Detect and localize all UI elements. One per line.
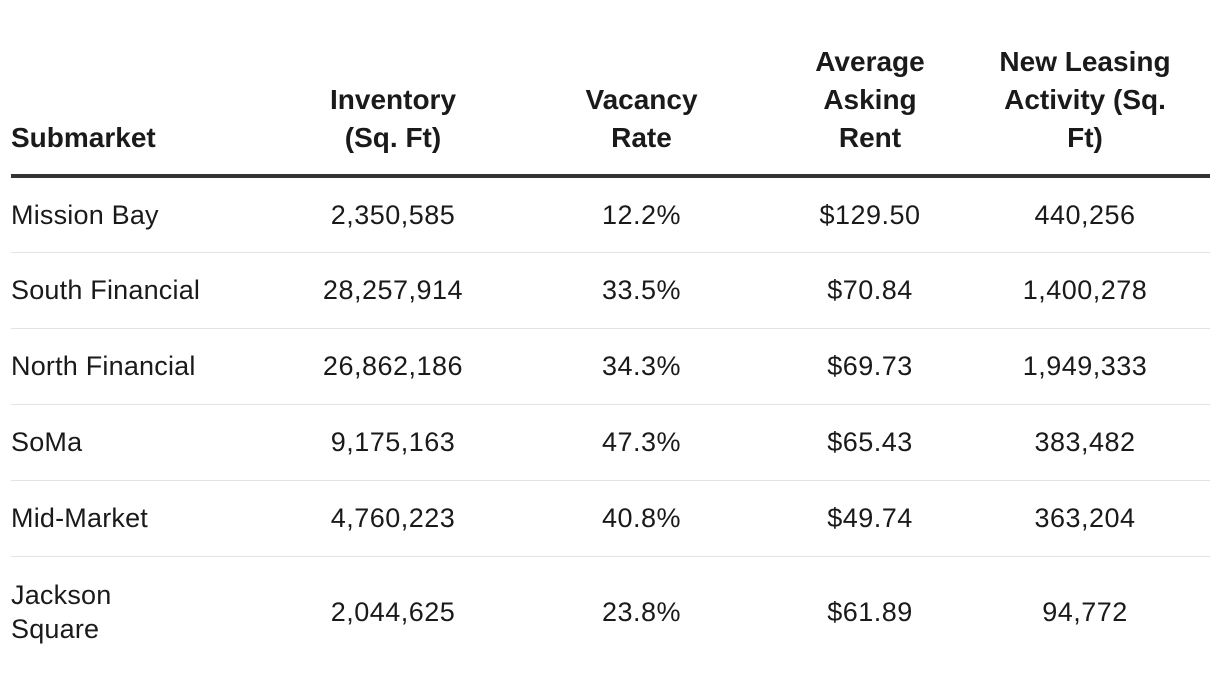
cell-inventory: 2,044,625	[330, 597, 456, 628]
cell-vacancy-rate: 33.5%	[503, 252, 780, 329]
cell-average-asking-rent: $129.50	[780, 176, 960, 253]
header-line: Inventory	[329, 84, 457, 115]
header-line: Rate	[611, 122, 672, 153]
cell-new-leasing-activity: 1,949,333	[960, 328, 1210, 405]
header-line: Asking	[823, 84, 917, 115]
header-row: Submarket Inventory (Sq. Ft) Vacancy Rat…	[11, 0, 1210, 178]
cell-inventory: 26,862,186	[283, 328, 503, 405]
cell-text: Square	[11, 614, 100, 645]
cell-inventory: 9,175,163	[283, 404, 503, 481]
cell-submarket: Mid-Market	[11, 480, 283, 557]
cell-average-asking-rent: $61.89	[827, 597, 913, 628]
cell-text: SoMa	[11, 427, 83, 457]
cell-vacancy-rate: 40.8%	[503, 480, 780, 557]
column-header-average-asking-rent: Average Asking Rent	[780, 0, 960, 178]
cell-inventory: 4,760,223	[283, 480, 503, 557]
table-row: Mid-Market 4,760,223 40.8% $49.74 363,20…	[11, 480, 1210, 557]
cell-new-leasing-activity: 440,256	[960, 176, 1210, 253]
cell-text: South Financial	[11, 275, 201, 305]
cell-vacancy-rate: 34.3%	[503, 328, 780, 405]
data-table: Submarket Inventory (Sq. Ft) Vacancy Rat…	[11, 0, 1210, 668]
cell-inventory: 28,257,914	[283, 252, 503, 329]
cell-text: Mid-Market	[11, 503, 149, 533]
header-line: Activity (Sq.	[1004, 84, 1166, 115]
cell-submarket: SoMa	[11, 404, 283, 481]
cell-average-asking-rent: $65.43	[780, 404, 960, 481]
cell-new-leasing-activity: 383,482	[960, 404, 1210, 481]
cell-vacancy-rate: 47.3%	[503, 404, 780, 481]
table-container: Submarket Inventory (Sq. Ft) Vacancy Rat…	[11, 0, 1210, 668]
table-body: Mission Bay 2,350,585 12.2% $129.50 440,…	[11, 176, 1210, 668]
column-header-inventory: Inventory (Sq. Ft)	[283, 0, 503, 178]
cell-submarket: South Financial	[11, 252, 283, 329]
column-header-submarket: Submarket	[11, 0, 283, 178]
cell-average-asking-rent: $70.84	[780, 252, 960, 329]
cell-text: North Financial	[11, 351, 196, 381]
header-line: Submarket	[11, 122, 156, 153]
header-line: Ft)	[1067, 122, 1103, 153]
cell-text: Jackson	[11, 580, 112, 611]
cell-new-leasing-activity: 94,772	[1042, 597, 1128, 628]
table-row: SoMa 9,175,163 47.3% $65.43 383,482	[11, 404, 1210, 481]
table-row: Jackson Square 2,044,625 23.8% $61.89 94…	[11, 556, 1210, 668]
header-line: New Leasing	[999, 46, 1171, 77]
cell-submarket: Jackson Square	[11, 556, 283, 668]
header-line: Vacancy	[585, 84, 698, 115]
table-row: South Financial 28,257,914 33.5% $70.84 …	[11, 252, 1210, 329]
cell-vacancy-rate: 23.8%	[601, 597, 682, 628]
cell-new-leasing-activity: 363,204	[960, 480, 1210, 557]
column-header-vacancy-rate: Vacancy Rate	[503, 0, 780, 178]
column-header-new-leasing-activity: New Leasing Activity (Sq. Ft)	[960, 0, 1210, 178]
cell-submarket: Mission Bay	[11, 176, 283, 253]
header-line: Rent	[838, 122, 902, 153]
table-row: Mission Bay 2,350,585 12.2% $129.50 440,…	[11, 176, 1210, 253]
header-line: Average	[815, 46, 925, 77]
header-line: (Sq. Ft)	[344, 122, 442, 153]
cell-average-asking-rent: $49.74	[780, 480, 960, 557]
cell-new-leasing-activity: 1,400,278	[960, 252, 1210, 329]
cell-average-asking-rent: $69.73	[780, 328, 960, 405]
cell-vacancy-rate: 12.2%	[503, 176, 780, 253]
cell-text: Mission Bay	[11, 199, 159, 230]
table-row: North Financial 26,862,186 34.3% $69.73 …	[11, 328, 1210, 405]
cell-submarket: North Financial	[11, 328, 283, 405]
table-header: Submarket Inventory (Sq. Ft) Vacancy Rat…	[11, 0, 1210, 178]
cell-inventory: 2,350,585	[283, 176, 503, 253]
